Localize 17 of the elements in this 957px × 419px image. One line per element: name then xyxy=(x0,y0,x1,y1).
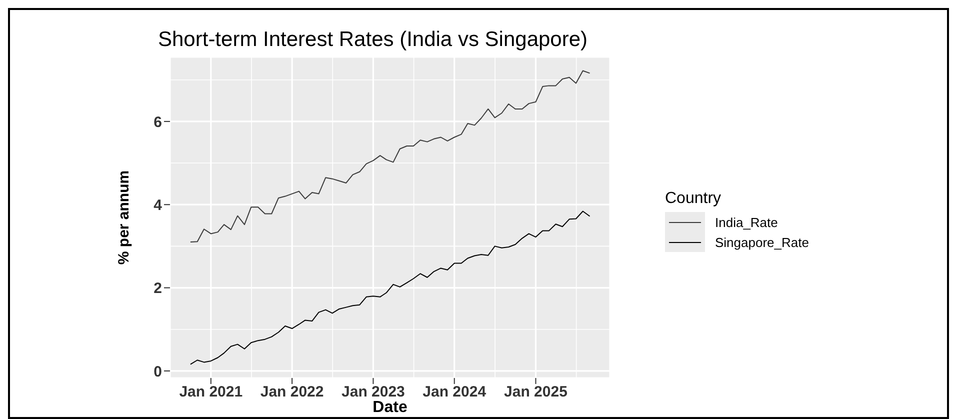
y-tick-label: 4 xyxy=(154,196,163,214)
x-tick-label: Jan 2025 xyxy=(504,384,568,401)
x-tick-label: Jan 2021 xyxy=(179,384,243,401)
legend-label: India_Rate xyxy=(715,214,778,230)
y-tick-label: 6 xyxy=(154,114,162,131)
chart-title: Short-term Interest Rates (India vs Singapore) xyxy=(158,28,588,52)
y-tick-label: 2 xyxy=(154,280,162,298)
line-series xyxy=(190,210,590,365)
x-tick-label: Jan 2023 xyxy=(342,384,405,401)
x-tick-label: Jan 2022 xyxy=(260,384,324,401)
y-axis-title: % per annum xyxy=(115,170,132,265)
legend-title: Country xyxy=(665,190,722,208)
y-tick-label: 0 xyxy=(154,363,162,380)
x-tick-label: Jan 2024 xyxy=(422,384,487,401)
line-series xyxy=(190,70,590,243)
x-axis-title: Date xyxy=(372,399,408,416)
legend-label: Singapore_Rate xyxy=(715,234,809,250)
